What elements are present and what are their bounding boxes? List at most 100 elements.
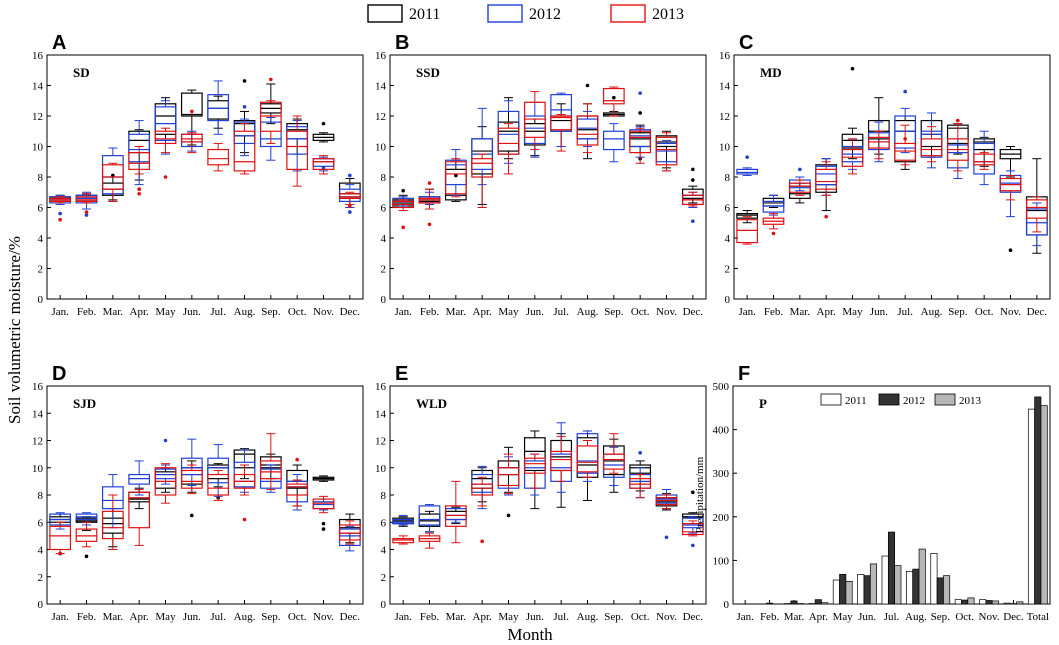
y-tick-label: 12: [375, 111, 386, 123]
y-tick-label: 8: [381, 490, 387, 502]
box-2013-Oct.: [286, 457, 309, 507]
x-tick-label: Apr.: [817, 306, 837, 318]
outlier-point: [664, 535, 669, 540]
bar-2011-Nov.: [979, 599, 987, 605]
box-body: [681, 188, 704, 199]
x-tick-label: Feb.: [420, 306, 440, 318]
box-2013-Dec.: [338, 520, 361, 545]
box-body: [736, 219, 759, 244]
legend-swatch-2011: [820, 393, 842, 406]
box-body: [286, 469, 309, 489]
panel-letter: A: [52, 32, 66, 54]
box-2013-Feb.: [418, 532, 441, 549]
box-2013-Oct.: [286, 115, 309, 187]
box-body: [312, 158, 335, 170]
box-2013-Sep.: [602, 86, 625, 117]
bar-2013-Jul.: [894, 565, 902, 605]
x-tick-label: Jan.: [51, 306, 69, 318]
box-body: [629, 130, 652, 154]
x-tick-label: Feb.: [764, 306, 784, 318]
box-body: [338, 524, 361, 541]
box-body: [259, 121, 282, 148]
box-2013-Jul.: [894, 124, 917, 166]
bar-2013-Total: [1040, 405, 1048, 605]
x-tick-label: Sep.: [261, 306, 281, 318]
box-2011-Aug.: [233, 79, 256, 154]
box-body: [312, 498, 335, 510]
x-tick-label: Apr.: [473, 306, 493, 318]
box-body: [471, 158, 494, 178]
y-tick-label: 4: [725, 233, 731, 245]
box-2013-Apr.: [128, 146, 151, 196]
legend-swatch-2013: [934, 393, 956, 406]
box-2013-Nov.: [312, 155, 335, 175]
box-2013-Jan.: [392, 535, 415, 545]
box-2013-Aug.: [576, 440, 599, 478]
x-tick-label: Nov.: [979, 611, 1000, 623]
y-tick-label: 16: [32, 381, 44, 393]
bar-2011-Jul.: [881, 555, 889, 605]
y-tick-label: 0: [381, 294, 387, 306]
y-tick-label: 2: [381, 264, 387, 276]
box-2013-Mar.: [101, 494, 124, 550]
box-2013-Jun.: [523, 91, 546, 151]
box-body: [128, 152, 151, 170]
y-tick-label: 0: [724, 599, 730, 611]
outlier-point: [84, 210, 89, 214]
x-tick-label: Jul.: [884, 611, 900, 623]
y-tick-label: 8: [38, 172, 44, 184]
outlier-point: [190, 513, 194, 518]
y-tick-label: 400: [713, 425, 730, 437]
box-body: [312, 158, 335, 167]
y-tick-label: 0: [38, 599, 44, 611]
box-2013-Sep.: [946, 118, 969, 172]
bar-2012-Mar.: [790, 600, 798, 605]
x-tick-label: Mar.: [103, 306, 124, 318]
bar-2011-Dec.: [1003, 602, 1011, 605]
box-2013-Feb.: [418, 181, 441, 227]
y-tick-label: 500: [713, 381, 730, 393]
bar-2012-Total: [1034, 396, 1042, 605]
x-tick-label: Jun.: [526, 611, 544, 623]
y-tick-label: 6: [381, 517, 387, 529]
y-tick-label: 12: [32, 111, 43, 123]
panel-letter: F: [738, 363, 750, 385]
outlier-point: [824, 214, 828, 219]
x-tick-label: Oct.: [955, 611, 974, 623]
x-tick-label: Oct.: [288, 611, 307, 623]
x-tick-label: Nov.: [313, 306, 334, 318]
figure-legend: 2011 2012 2013: [367, 4, 684, 23]
box-body: [867, 119, 890, 140]
outlier-point: [1008, 248, 1013, 252]
outlier-point: [321, 527, 326, 531]
box-2012-Dec.: [1025, 202, 1048, 247]
x-tick-label: May: [498, 306, 519, 318]
box-2013-Oct.: [629, 474, 652, 499]
box-body: [207, 94, 230, 122]
y-tick-label: 14: [32, 408, 44, 420]
x-tick-label: Apr.: [473, 611, 493, 623]
y-tick-label: 6: [38, 203, 44, 215]
outlier-point: [691, 490, 695, 495]
box-body: [602, 453, 625, 470]
x-tick-label: Sep.: [261, 611, 281, 623]
outlier-point: [348, 173, 352, 178]
y-tick-label: 8: [381, 172, 387, 184]
panel-site-label: WLD: [416, 396, 447, 411]
outlier-point: [745, 155, 749, 159]
outlier-point: [401, 225, 405, 230]
outlier-point: [321, 121, 326, 126]
x-tick-label: Dec.: [340, 611, 361, 623]
box-2011-Nov.: [312, 121, 335, 143]
precip-y-axis-title: Precipitation/mm: [694, 456, 706, 533]
box-2013-Oct.: [629, 127, 652, 164]
box-body: [762, 200, 785, 213]
box-body: [602, 453, 625, 478]
bar-2013-Dec.: [1016, 601, 1024, 605]
box-2013-May: [841, 138, 864, 175]
box-body: [154, 130, 177, 145]
legend-label-2012: 2012: [903, 395, 925, 407]
box-body: [338, 193, 361, 199]
box-body: [894, 115, 917, 149]
